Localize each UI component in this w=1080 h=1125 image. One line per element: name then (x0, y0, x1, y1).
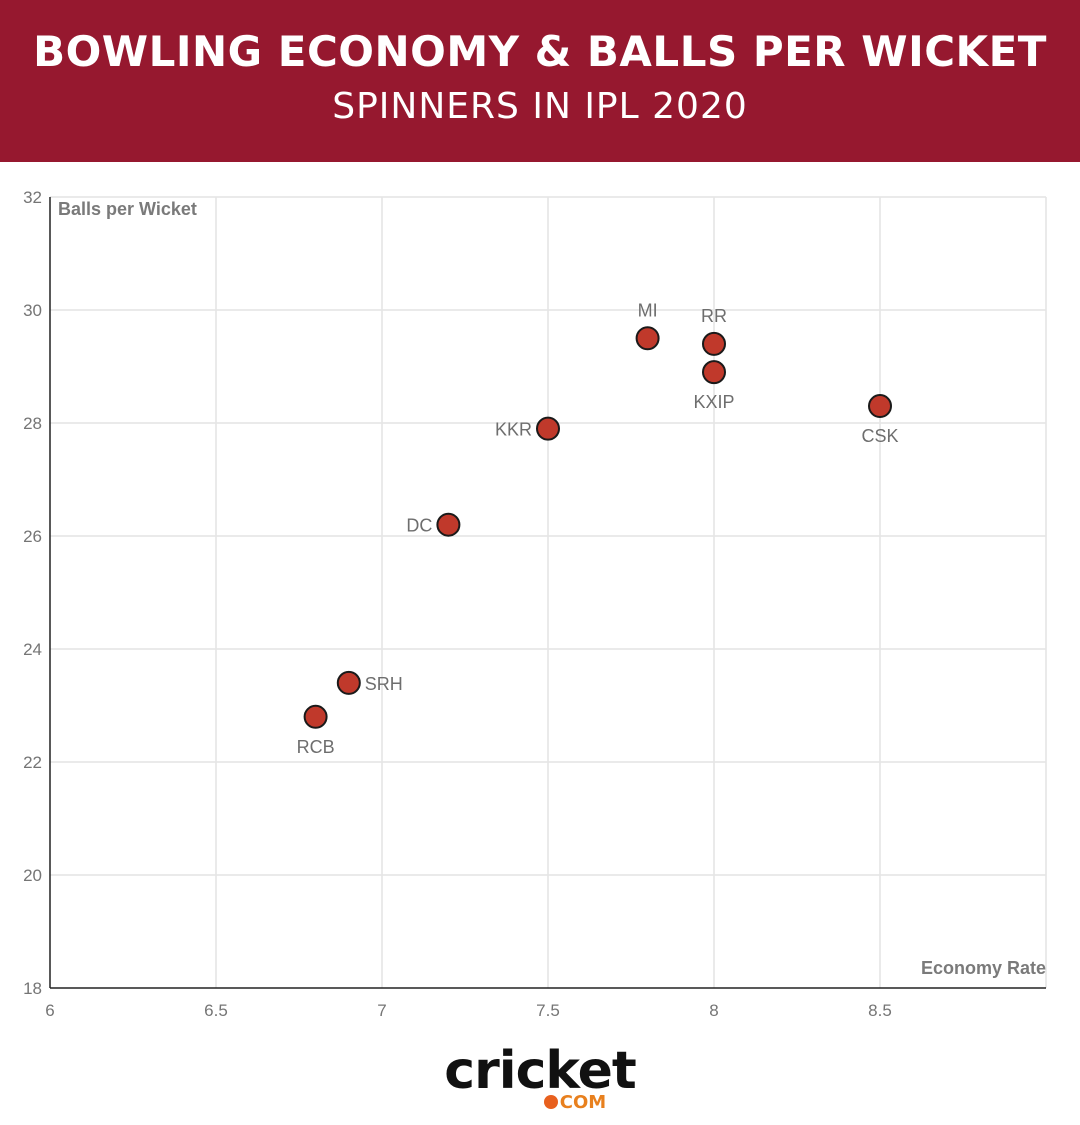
data-label: CSK (861, 426, 898, 446)
x-tick-label: 6.5 (204, 1001, 228, 1020)
data-point (303, 704, 328, 729)
y-tick-label: 30 (23, 301, 42, 320)
data-label: RCB (297, 737, 335, 757)
y-tick-label: 32 (23, 188, 42, 207)
logo-suffix: COM (0, 1092, 1080, 1114)
data-label: KXIP (693, 392, 734, 412)
cricket-com-logo: cricket COM (0, 1040, 1080, 1115)
data-point (868, 394, 892, 419)
scatter-plot: 18 20 22 24 26 28 30 32 6 6.5 7 7.5 8 8.5 Balls per W… (23, 188, 1047, 1020)
y-tick-label: 24 (23, 640, 42, 659)
grid-lines (50, 196, 1047, 988)
axes (49, 197, 1046, 989)
data-label: MI (638, 300, 658, 320)
tick-labels: 18 20 22 24 26 28 30 32 6 6.5 7 7.5 8 8.5 (23, 188, 892, 1020)
x-axis-title: Economy Rate (921, 958, 1046, 978)
data-points: MI RR KXIP CSK KKR DC SRH RCB (297, 300, 899, 757)
y-tick-label: 20 (23, 866, 42, 885)
chart-title: BOWLING ECONOMY & BALLS PER WICKET (33, 27, 1047, 76)
data-point (702, 331, 726, 356)
data-label: SRH (365, 674, 403, 694)
chart-subtitle: SPINNERS IN IPL 2020 (332, 86, 748, 127)
data-label: RR (701, 306, 727, 326)
x-tick-label: 7.5 (536, 1001, 560, 1020)
data-point (536, 416, 560, 441)
data-point (635, 326, 660, 351)
y-tick-label: 18 (23, 979, 42, 998)
data-point (336, 670, 361, 695)
logo-wordmark: cricket (444, 1041, 636, 1101)
x-tick-label: 8 (709, 1001, 718, 1020)
x-tick-label: 7 (377, 1001, 386, 1020)
x-tick-label: 8.5 (868, 1001, 892, 1020)
x-tick-label: 6 (45, 1001, 54, 1020)
data-label: KKR (495, 420, 532, 440)
y-tick-label: 28 (23, 414, 42, 433)
y-axis-title: Balls per Wicket (58, 199, 197, 219)
y-tick-label: 22 (23, 753, 42, 772)
y-tick-label: 26 (23, 527, 42, 546)
data-point (436, 512, 461, 537)
data-point (702, 360, 726, 385)
data-label: DC (406, 516, 432, 536)
title-banner (0, 0, 1080, 162)
logo-suffix-text: COM (559, 1092, 607, 1113)
logo-dot-icon (543, 1095, 558, 1109)
